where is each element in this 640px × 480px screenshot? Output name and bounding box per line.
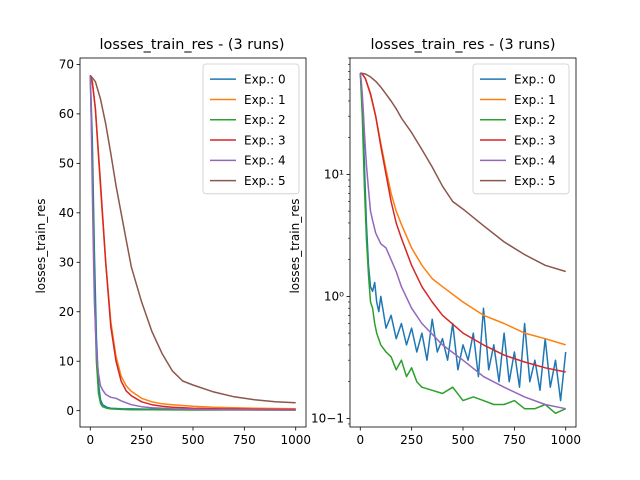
left-ytick-label: 10 [59, 355, 74, 369]
right-ytick-label: 10−1 [311, 412, 344, 426]
left-chart-ylabel: losses_train_res [34, 198, 48, 293]
right-legend-label: Exp.: 0 [514, 72, 556, 86]
right-plot-area: 0 250 500 750 1000 10−1 10⁰ 10¹ Exp.: 0 Exp.: 1 Ex… [311, 57, 581, 447]
right-series-line-2 [359, 72, 567, 415]
left-legend-label: Exp.: 0 [244, 72, 286, 86]
left-xtick-label: 1000 [280, 433, 311, 447]
right-chart-ylabel: losses_train_res [288, 198, 302, 293]
left-xtick-label: 0 [86, 433, 94, 447]
left-legend-label: Exp.: 4 [244, 154, 286, 168]
right-xtick-label: 500 [452, 433, 475, 447]
left-series-line-3 [89, 75, 296, 411]
right-series-line-3 [359, 72, 566, 373]
left-chart: losses_train_res - (3 runs) losses_train… [34, 37, 311, 447]
left-ytick-label: 0 [66, 404, 74, 418]
left-plot-area: 0 250 500 750 1000 0 10 20 30 40 50 60 70 Exp.: 0 Exp.… [59, 57, 311, 447]
right-xtick-label: 750 [503, 433, 526, 447]
right-chart: losses_train_res - (3 runs) losses_train… [288, 37, 581, 447]
right-legend-label: Exp.: 4 [514, 154, 556, 168]
left-ytick-label: 50 [59, 157, 74, 171]
left-xtick-label: 750 [233, 433, 256, 447]
right-ytick-label: 10¹ [324, 168, 344, 182]
left-legend-label: Exp.: 1 [244, 93, 286, 107]
left-legend-label: Exp.: 3 [244, 133, 286, 147]
right-series-line-4 [359, 72, 566, 410]
left-xtick-label: 250 [130, 433, 153, 447]
left-ytick-label: 20 [59, 305, 74, 319]
left-legend-box [202, 63, 300, 195]
right-legend-label: Exp.: 2 [514, 113, 556, 127]
left-xtick-label: 500 [182, 433, 205, 447]
left-series-line-5 [89, 74, 296, 404]
left-ytick-label: 70 [59, 58, 74, 72]
left-series-line-4 [89, 75, 296, 411]
left-legend-label: Exp.: 5 [244, 174, 286, 188]
right-xtick-label: 1000 [550, 433, 581, 447]
right-legend-box [472, 63, 570, 195]
left-ytick-label: 40 [59, 206, 74, 220]
left-legend-label: Exp.: 2 [244, 113, 286, 127]
right-legend-label: Exp.: 3 [514, 133, 556, 147]
right-series-line-5 [360, 72, 566, 273]
left-ytick-label: 30 [59, 256, 74, 270]
left-chart-title: losses_train_res - (3 runs) [100, 37, 285, 53]
right-legend-label: Exp.: 5 [514, 174, 556, 188]
right-xtick-label: 250 [400, 433, 423, 447]
right-xtick-label: 0 [356, 433, 364, 447]
right-chart-title: losses_train_res - (3 runs) [371, 37, 556, 53]
right-legend-label: Exp.: 1 [514, 93, 556, 107]
right-ytick-label: 10⁰ [324, 290, 344, 304]
right-series-line-0 [359, 72, 567, 402]
left-ytick-label: 60 [59, 107, 74, 121]
